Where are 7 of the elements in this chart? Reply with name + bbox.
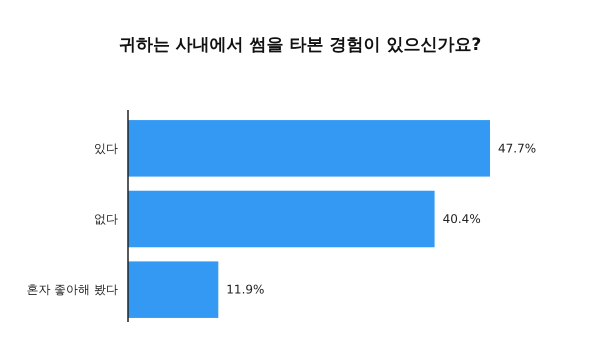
y-tick-label: 혼자 좋아해 봤다 — [26, 282, 118, 297]
data-label: 11.9% — [226, 282, 264, 297]
chart-title: 귀하는 사내에서 썸을 타본 경험이 있으신가요? — [118, 35, 482, 55]
data-label: 47.7% — [498, 141, 536, 156]
data-label: 40.4% — [442, 212, 481, 226]
y-tick-label: 있다 — [94, 141, 118, 156]
y-tick-label: 없다 — [94, 212, 118, 226]
